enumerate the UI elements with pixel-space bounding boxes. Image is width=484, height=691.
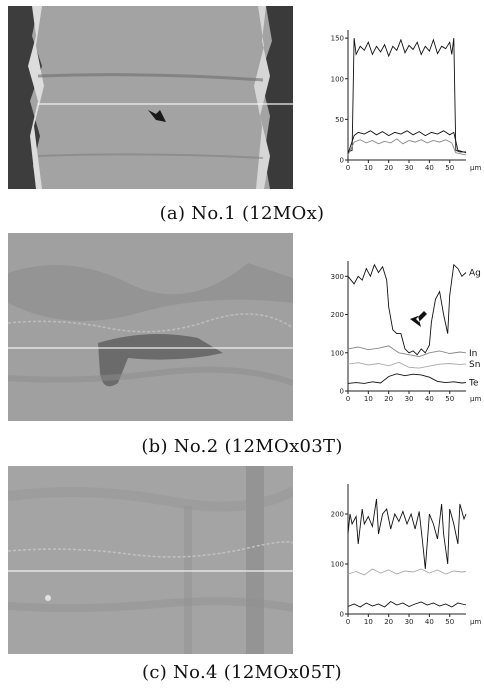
y-tick-label: 300 [331,273,344,281]
y-tick-label: 200 [331,511,344,519]
series-line-2 [347,345,467,358]
element-label: In [469,349,477,359]
series-line-3 [347,361,467,369]
micrograph-c [8,466,293,654]
x-tick-label: 10 [364,395,373,403]
y-tick-label: 0 [340,611,344,619]
series-line-3 [347,138,467,156]
x-tick-label: 40 [425,395,434,403]
element-label: Te [468,379,479,389]
caption-c: (c) No.4 (12MOx05T) [142,662,342,683]
series-line-1 [347,498,467,570]
micrograph-a [8,6,293,189]
x-axis-unit: μm [470,395,481,403]
y-tick-label: 0 [340,157,344,165]
series-line-1 [347,263,467,356]
x-tick-label: 40 [425,618,434,626]
y-tick-label: 150 [331,35,344,43]
linescan-c-svg: 0 100 200 0 10 20 30 40 50 μm [331,484,481,626]
x-tick-label: 10 [364,618,373,626]
y-tick-label: 100 [331,75,344,83]
series-line-4 [347,373,467,384]
x-axis-unit: μm [470,164,481,172]
micrograph-a-image [8,6,293,189]
x-tick-label: 20 [384,395,393,403]
x-tick-label: 0 [346,618,350,626]
x-tick-label: 30 [405,164,414,172]
caption-b: (b) No.2 (12MOx03T) [141,436,343,457]
linescan-plot-a: 0 50 100 150 0 10 20 30 40 50 μm [326,24,484,194]
caption-a: (a) No.1 (12MOx) [159,203,325,224]
x-tick-label: 50 [445,618,454,626]
micrograph-c-image [8,466,293,654]
x-tick-label: 20 [384,164,393,172]
y-tick-label: 100 [331,349,344,357]
series-line-1 [347,38,466,153]
linescan-plot-c: 0 100 200 0 10 20 30 40 50 μm [326,478,484,648]
x-tick-label: 0 [346,164,350,172]
x-tick-label: 50 [445,164,454,172]
x-tick-label: 30 [405,618,414,626]
x-tick-label: 0 [346,395,350,403]
x-axis-unit: μm [470,618,481,626]
micrograph-b-image [8,233,293,421]
element-label: Ag [469,268,481,278]
y-tick-label: 200 [331,311,344,319]
arrow-marker [410,311,427,327]
linescan-a-svg: 0 50 100 150 0 10 20 30 40 50 μm [331,30,481,172]
x-tick-label: 40 [425,164,434,172]
y-tick-label: 100 [331,561,344,569]
series-line-3 [347,600,467,608]
series-line-2 [347,568,467,576]
series-line-2 [347,130,467,154]
x-tick-label: 10 [364,164,373,172]
linescan-plot-b: 0 100 200 300 0 10 20 30 40 50 μm Ag In Sn Te [326,255,484,425]
y-tick-label: 0 [340,388,344,396]
micrograph-b [8,233,293,421]
x-tick-label: 50 [445,395,454,403]
x-tick-label: 30 [405,395,414,403]
element-label: Sn [469,360,480,370]
y-tick-label: 50 [335,116,344,124]
x-tick-label: 20 [384,618,393,626]
